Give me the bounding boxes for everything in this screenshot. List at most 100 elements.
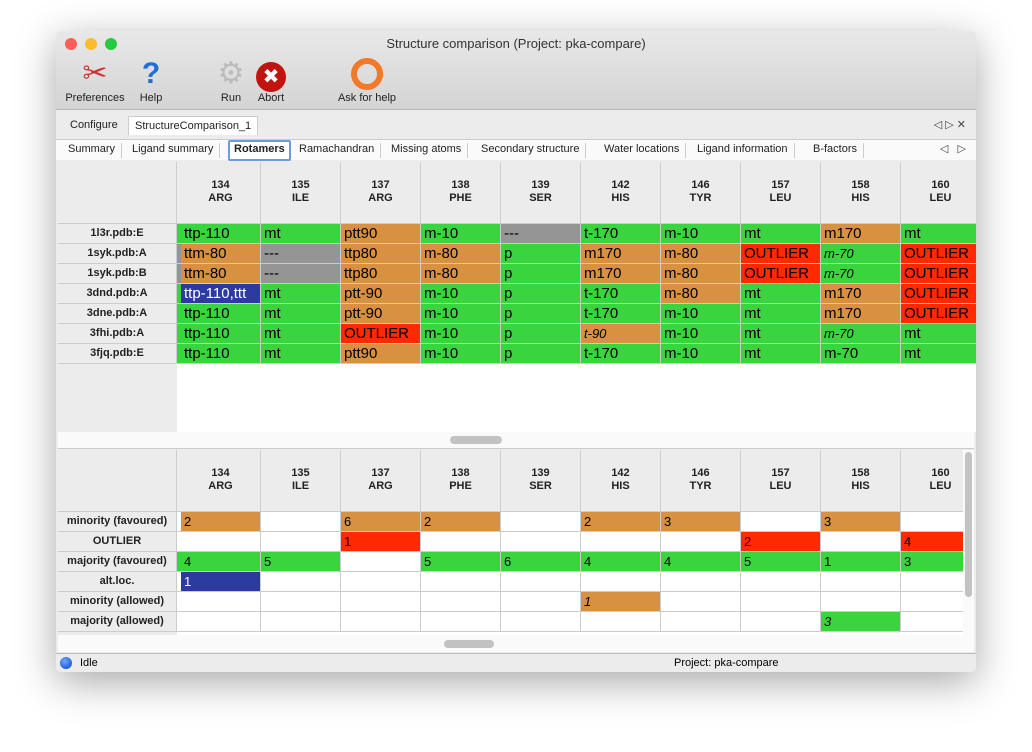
table-cell[interactable]: mt	[741, 284, 821, 304]
table-cell[interactable]: OUTLIER	[741, 264, 821, 284]
scrollbar-thumb[interactable]	[965, 452, 972, 597]
row-header[interactable]: OUTLIER	[58, 532, 177, 552]
table-cell[interactable]	[501, 572, 581, 592]
tab-ligand-summary[interactable]: Ligand summary	[126, 143, 221, 158]
table-cell[interactable]: ptt90	[341, 344, 421, 364]
table-cell[interactable]	[181, 612, 261, 632]
table-cell[interactable]: 3	[821, 612, 901, 632]
table-cell[interactable]	[821, 592, 901, 612]
table-cell[interactable]: 1	[581, 592, 661, 612]
table-cell[interactable]	[581, 612, 661, 632]
table-cell[interactable]: mt	[261, 304, 341, 324]
table-cell[interactable]: mt	[261, 324, 341, 344]
table-cell[interactable]: mt	[741, 344, 821, 364]
column-header[interactable]: 158 HIS	[821, 450, 901, 512]
column-header[interactable]: 146 TYR	[661, 450, 741, 512]
preferences-button[interactable]: ✂ Preferences	[62, 56, 128, 104]
table-cell[interactable]	[181, 592, 261, 612]
table-cell[interactable]: 4	[661, 552, 741, 572]
table-cell[interactable]	[741, 592, 821, 612]
table-cell[interactable]: mt	[901, 224, 976, 244]
column-header[interactable]: 139 SER	[501, 450, 581, 512]
table-cell[interactable]: p	[501, 304, 581, 324]
table-cell[interactable]: ---	[501, 224, 581, 244]
tab-ligand-information[interactable]: Ligand information	[691, 143, 795, 158]
table-cell[interactable]: mt	[741, 304, 821, 324]
table-cell[interactable]	[261, 532, 341, 552]
horizontal-scrollbar[interactable]	[58, 635, 974, 652]
table-cell[interactable]: ptt-90	[341, 304, 421, 324]
table-cell[interactable]: m170	[581, 244, 661, 264]
run-button[interactable]: ⚙ Run	[212, 56, 250, 104]
table-cell[interactable]: p	[501, 264, 581, 284]
table-cell[interactable]	[421, 612, 501, 632]
row-header[interactable]: majority (favoured)	[58, 552, 177, 572]
table-cell[interactable]	[421, 592, 501, 612]
table-cell[interactable]: 5	[741, 552, 821, 572]
table-cell[interactable]: 6	[341, 512, 421, 532]
table-cell[interactable]: 3	[901, 552, 963, 572]
table-cell[interactable]: m170	[581, 264, 661, 284]
column-header[interactable]: 134 ARG	[181, 162, 261, 224]
tab-configure[interactable]: Configure	[70, 119, 118, 131]
table-cell[interactable]: m-10	[421, 344, 501, 364]
column-header[interactable]: 146 TYR	[661, 162, 741, 224]
tab-summary[interactable]: Summary	[62, 143, 123, 158]
tab-water-locations[interactable]: Water locations	[598, 143, 687, 158]
table-cell[interactable]: ttp-110,ttt	[181, 284, 261, 304]
table-cell[interactable]: p	[501, 344, 581, 364]
table-cell[interactable]: ttm-80	[181, 244, 261, 264]
row-header[interactable]: majority (allowed)	[58, 612, 177, 632]
tab-ramachandran[interactable]: Ramachandran	[293, 143, 382, 158]
table-cell[interactable]	[341, 592, 421, 612]
close-tab-icon[interactable]: ✕	[956, 119, 966, 131]
table-cell[interactable]	[501, 592, 581, 612]
table-cell[interactable]: ttp-110	[181, 344, 261, 364]
tab-b-factors[interactable]: B-factors	[807, 143, 865, 158]
table-cell[interactable]: m-70	[821, 244, 901, 264]
table-cell[interactable]: t-170	[581, 224, 661, 244]
table-cell[interactable]: 2	[741, 532, 821, 552]
column-header[interactable]: 135 ILE	[261, 450, 341, 512]
row-header[interactable]: 3dne.pdb:A	[58, 304, 177, 324]
table-cell[interactable]: 3	[821, 512, 901, 532]
table-cell[interactable]	[181, 532, 261, 552]
table-cell[interactable]: m-80	[661, 284, 741, 304]
table-cell[interactable]: 5	[261, 552, 341, 572]
table-cell[interactable]: m-10	[661, 344, 741, 364]
vertical-scrollbar[interactable]	[963, 450, 974, 635]
table-cell[interactable]: m-10	[661, 224, 741, 244]
left-arrow-icon[interactable]: ◁	[939, 143, 949, 155]
row-header[interactable]: minority (favoured)	[58, 512, 177, 532]
table-cell[interactable]: 4	[581, 552, 661, 572]
table-cell[interactable]	[741, 512, 821, 532]
table-cell[interactable]	[261, 592, 341, 612]
row-header[interactable]: 3fjq.pdb:E	[58, 344, 177, 364]
table-cell[interactable]: mt	[261, 344, 341, 364]
table-cell[interactable]: m-10	[661, 324, 741, 344]
row-header[interactable]: alt.loc.	[58, 572, 177, 592]
table-cell[interactable]	[901, 512, 963, 532]
table-cell[interactable]	[421, 572, 501, 592]
table-cell[interactable]: m-70	[821, 344, 901, 364]
row-header[interactable]: 1l3r.pdb:E	[58, 224, 177, 244]
table-cell[interactable]: ttp80	[341, 244, 421, 264]
tab-secondary-structure[interactable]: Secondary structure	[475, 143, 587, 158]
right-arrow-icon[interactable]: ▷	[945, 119, 954, 131]
zoom-button[interactable]	[105, 38, 117, 50]
table-cell[interactable]: t-90	[581, 324, 661, 344]
column-header[interactable]: 157 LEU	[741, 162, 821, 224]
table-cell[interactable]	[821, 532, 901, 552]
column-header[interactable]: 158 HIS	[821, 162, 901, 224]
table-cell[interactable]	[501, 512, 581, 532]
table-cell[interactable]	[901, 612, 963, 632]
row-header[interactable]: 3fhi.pdb:A	[58, 324, 177, 344]
column-header[interactable]: 160 LEU	[901, 450, 963, 512]
table-cell[interactable]: OUTLIER	[901, 244, 976, 264]
table-cell[interactable]	[261, 612, 341, 632]
table-cell[interactable]	[821, 572, 901, 592]
table-cell[interactable]: ttp-110	[181, 304, 261, 324]
table-cell[interactable]: mt	[901, 324, 976, 344]
table-cell[interactable]	[661, 572, 741, 592]
table-cell[interactable]: m-10	[421, 224, 501, 244]
